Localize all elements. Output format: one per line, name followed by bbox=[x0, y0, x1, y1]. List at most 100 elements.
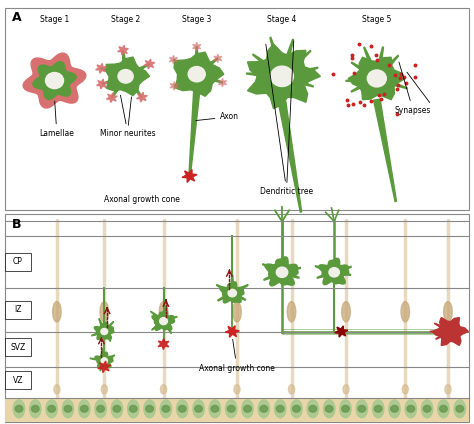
Circle shape bbox=[46, 73, 64, 89]
Polygon shape bbox=[196, 72, 223, 83]
Text: Synapses: Synapses bbox=[395, 62, 431, 115]
Polygon shape bbox=[101, 68, 127, 78]
Polygon shape bbox=[100, 360, 105, 371]
Circle shape bbox=[81, 405, 88, 412]
Ellipse shape bbox=[160, 400, 172, 418]
Polygon shape bbox=[282, 268, 301, 274]
Polygon shape bbox=[231, 292, 246, 300]
Ellipse shape bbox=[62, 400, 73, 418]
Polygon shape bbox=[374, 47, 383, 79]
Text: SVZ: SVZ bbox=[10, 343, 26, 351]
Polygon shape bbox=[231, 285, 248, 295]
Circle shape bbox=[101, 358, 108, 363]
Polygon shape bbox=[106, 57, 149, 95]
Ellipse shape bbox=[454, 400, 465, 418]
Polygon shape bbox=[33, 61, 76, 100]
Circle shape bbox=[118, 70, 133, 83]
Polygon shape bbox=[163, 317, 177, 323]
Polygon shape bbox=[124, 75, 142, 98]
Ellipse shape bbox=[226, 400, 237, 418]
Circle shape bbox=[276, 267, 288, 277]
Ellipse shape bbox=[160, 385, 166, 394]
Polygon shape bbox=[280, 50, 311, 78]
Text: Dendritic tree: Dendritic tree bbox=[260, 44, 313, 195]
Polygon shape bbox=[195, 58, 218, 76]
Ellipse shape bbox=[405, 400, 417, 418]
Polygon shape bbox=[333, 266, 351, 274]
Polygon shape bbox=[152, 320, 164, 330]
Polygon shape bbox=[348, 57, 405, 100]
Text: Stage 1: Stage 1 bbox=[40, 15, 69, 24]
Ellipse shape bbox=[176, 400, 188, 418]
Circle shape bbox=[342, 405, 349, 412]
Ellipse shape bbox=[209, 400, 220, 418]
Circle shape bbox=[188, 67, 205, 82]
Ellipse shape bbox=[29, 400, 41, 418]
Ellipse shape bbox=[356, 400, 367, 418]
Circle shape bbox=[48, 405, 55, 412]
Ellipse shape bbox=[421, 400, 433, 418]
Polygon shape bbox=[103, 322, 114, 332]
Ellipse shape bbox=[274, 400, 286, 418]
Polygon shape bbox=[102, 349, 105, 361]
Polygon shape bbox=[230, 275, 234, 293]
Ellipse shape bbox=[234, 385, 240, 394]
Polygon shape bbox=[103, 331, 110, 341]
Circle shape bbox=[160, 318, 167, 325]
FancyBboxPatch shape bbox=[5, 398, 469, 422]
Circle shape bbox=[329, 268, 339, 277]
Polygon shape bbox=[182, 170, 197, 182]
Text: Minor neurites: Minor neurites bbox=[100, 95, 156, 138]
Polygon shape bbox=[317, 271, 335, 278]
Polygon shape bbox=[432, 318, 468, 346]
Polygon shape bbox=[118, 45, 128, 55]
Ellipse shape bbox=[438, 400, 449, 418]
Polygon shape bbox=[123, 50, 128, 76]
Text: Axonal growth cone: Axonal growth cone bbox=[199, 339, 275, 373]
Polygon shape bbox=[246, 73, 283, 79]
Ellipse shape bbox=[323, 400, 335, 418]
Circle shape bbox=[374, 405, 382, 412]
Ellipse shape bbox=[401, 301, 410, 322]
Ellipse shape bbox=[444, 301, 452, 322]
Ellipse shape bbox=[101, 385, 107, 394]
Polygon shape bbox=[107, 93, 117, 103]
Polygon shape bbox=[90, 358, 104, 362]
Circle shape bbox=[15, 405, 23, 412]
Polygon shape bbox=[334, 271, 351, 275]
Polygon shape bbox=[351, 62, 378, 81]
Polygon shape bbox=[144, 59, 155, 69]
Text: Stage 3: Stage 3 bbox=[182, 15, 211, 24]
Text: Lamellae: Lamellae bbox=[39, 101, 74, 138]
Ellipse shape bbox=[159, 301, 168, 322]
Polygon shape bbox=[23, 53, 86, 108]
Polygon shape bbox=[162, 305, 167, 321]
Polygon shape bbox=[444, 331, 452, 342]
Text: Stage 5: Stage 5 bbox=[362, 15, 392, 24]
Circle shape bbox=[391, 405, 398, 412]
Polygon shape bbox=[162, 321, 172, 333]
Polygon shape bbox=[225, 326, 239, 338]
Polygon shape bbox=[281, 74, 313, 87]
Circle shape bbox=[440, 405, 447, 412]
Circle shape bbox=[195, 405, 202, 412]
Circle shape bbox=[101, 329, 108, 335]
Ellipse shape bbox=[402, 385, 408, 394]
Text: IZ: IZ bbox=[14, 305, 22, 314]
Circle shape bbox=[31, 405, 39, 412]
Ellipse shape bbox=[54, 385, 60, 394]
Circle shape bbox=[456, 405, 464, 412]
Ellipse shape bbox=[340, 400, 351, 418]
Polygon shape bbox=[279, 39, 293, 77]
FancyBboxPatch shape bbox=[5, 214, 469, 422]
Polygon shape bbox=[158, 338, 169, 349]
Polygon shape bbox=[194, 47, 199, 74]
FancyBboxPatch shape bbox=[5, 371, 31, 389]
Circle shape bbox=[293, 405, 301, 412]
Circle shape bbox=[358, 405, 365, 412]
Polygon shape bbox=[281, 67, 318, 79]
Circle shape bbox=[244, 405, 251, 412]
Polygon shape bbox=[430, 330, 450, 333]
Ellipse shape bbox=[373, 400, 384, 418]
Polygon shape bbox=[124, 64, 150, 78]
